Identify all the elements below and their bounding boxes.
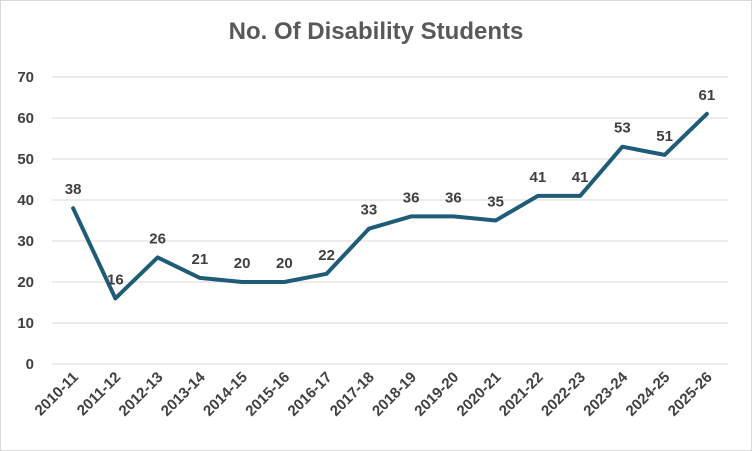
data-labels: 38 16 26 21 20 20 22 33 36 36 35 41 41 53 51 61	[65, 87, 716, 288]
x-tick-label: 2011-12	[74, 369, 124, 419]
x-tick-label: 2025-26	[665, 369, 716, 420]
y-tick-label: 30	[17, 233, 34, 250]
data-label: 38	[65, 181, 82, 198]
data-label: 21	[192, 251, 209, 268]
x-tick-label: 2010-11	[32, 369, 82, 419]
gridlines	[52, 76, 728, 365]
x-tick-label: 2015-16	[242, 369, 293, 420]
y-tick-label: 10	[17, 315, 34, 332]
x-tick-label: 2020-21	[453, 369, 504, 420]
chart-title: No. Of Disability Students	[228, 18, 524, 45]
data-label: 51	[656, 128, 673, 145]
data-label: 22	[318, 247, 335, 264]
data-label: 61	[699, 87, 716, 104]
x-tick-label: 2016-17	[284, 369, 335, 420]
x-tick-label: 2019-20	[411, 369, 462, 420]
x-tick-label: 2024-25	[622, 369, 673, 420]
data-label: 20	[276, 255, 293, 272]
y-tick-label: 70	[17, 69, 34, 86]
data-label: 36	[445, 189, 462, 206]
x-tick-label: 2014-15	[200, 369, 251, 420]
data-label: 26	[149, 230, 166, 247]
data-label: 35	[487, 194, 504, 211]
y-tick-label: 0	[26, 356, 34, 373]
x-tick-label: 2022-23	[538, 369, 589, 420]
x-tick-label: 2017-18	[327, 369, 378, 420]
data-label: 36	[403, 189, 420, 206]
x-tick-label: 2021-22	[496, 369, 547, 420]
x-axis-ticks: 2010-112011-122012-132013-142014-152015-…	[32, 368, 716, 419]
y-tick-label: 50	[17, 151, 34, 168]
data-label: 20	[234, 255, 251, 272]
data-label: 16	[107, 271, 124, 288]
y-axis-ticks: 0 10 20 30 40 50 60 70	[17, 69, 34, 373]
x-tick-label: 2023-24	[580, 368, 631, 419]
data-label: 53	[614, 120, 631, 137]
series-line	[71, 111, 709, 301]
data-label: 41	[572, 169, 589, 186]
series-line-layer	[71, 111, 709, 301]
y-tick-label: 20	[17, 274, 34, 291]
x-tick-label: 2012-13	[115, 369, 166, 420]
data-label: 33	[361, 202, 378, 219]
y-tick-label: 40	[17, 192, 34, 209]
data-label: 41	[530, 169, 547, 186]
x-tick-label: 2018-19	[369, 369, 420, 420]
y-tick-label: 60	[17, 110, 34, 127]
x-tick-label: 2013-14	[158, 368, 209, 419]
